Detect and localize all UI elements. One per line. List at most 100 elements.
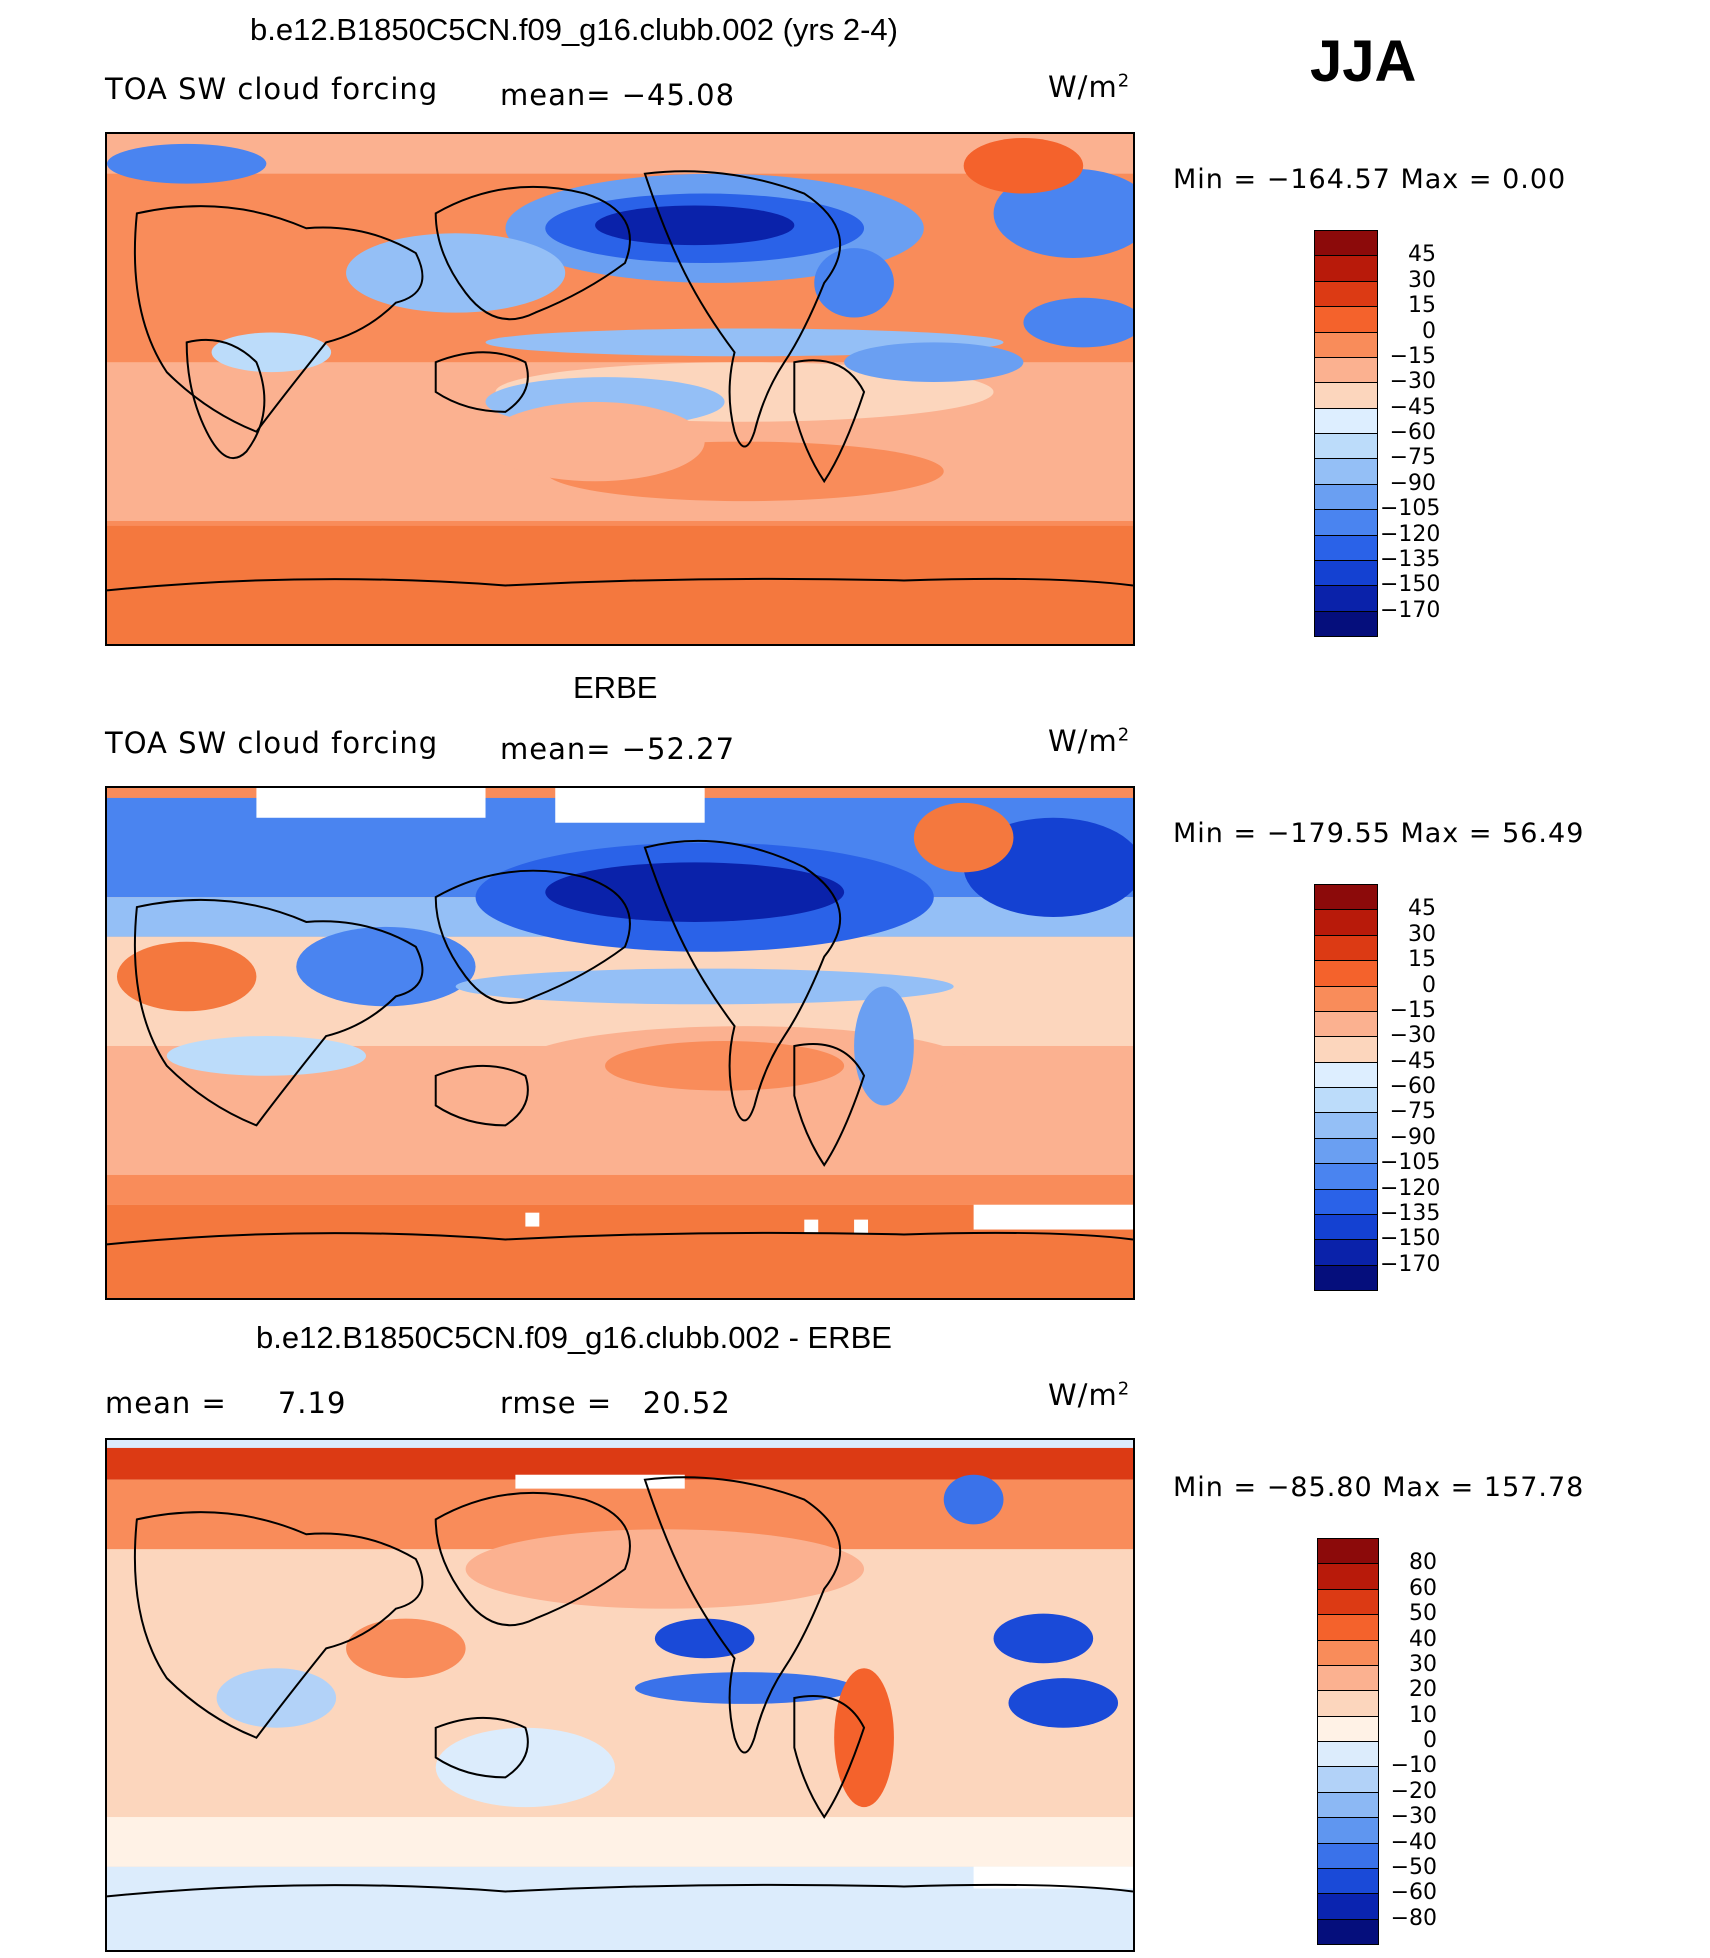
colorbar-tick-label: −135 <box>1380 546 1441 572</box>
colorbar-tick-label: −75 <box>1389 1099 1436 1125</box>
colorbar-tick-label: −105 <box>1380 496 1441 522</box>
colorbar-segment <box>1314 306 1378 333</box>
colorbar-tick-label: −90 <box>1389 470 1436 496</box>
rmse-label-diff: rmse = 20.52 <box>500 1386 731 1420</box>
panel-title-diff: b.e12.B1850C5CN.f09_g16.clubb.002 - ERBE <box>256 1320 892 1355</box>
colorbar-tick-label: −60 <box>1389 420 1436 445</box>
colorbar-segment <box>1314 960 1378 987</box>
colorbar-tick-label: −80 <box>1390 1905 1437 1931</box>
colorbar-segment <box>1314 1010 1378 1037</box>
colorbar-segment <box>1317 1690 1379 1717</box>
colorbar-tick-label: 0 <box>1422 318 1436 344</box>
colorbar-segment <box>1317 1741 1379 1767</box>
colorbar-tick-label: −135 <box>1380 1200 1441 1226</box>
max-value-diff: 157.78 <box>1483 1472 1585 1503</box>
colorbar-tick-label: 0 <box>1423 1728 1437 1753</box>
colorbar-segment <box>1317 1639 1379 1666</box>
colorbar-tick-label: −60 <box>1390 1880 1437 1906</box>
left-label-model: TOA SW cloud forcing <box>105 72 439 106</box>
units-text: W/m <box>1048 1378 1118 1412</box>
colorbar-tick-label: 30 <box>1408 267 1436 293</box>
colorbar-segment <box>1314 985 1378 1012</box>
min-label-obs: Min <box>1173 818 1224 849</box>
left-label-obs: TOA SW cloud forcing <box>105 726 439 760</box>
map-model-svg <box>107 134 1133 644</box>
eq-sign: = <box>1468 164 1503 195</box>
colorbar-tick-label: −15 <box>1389 997 1436 1023</box>
map-diff-svg <box>107 1440 1133 1950</box>
units-power: 2 <box>1117 724 1131 746</box>
colorbar-tick-label: −170 <box>1380 597 1441 623</box>
colorbar-segment <box>1314 585 1378 612</box>
colorbar-segment <box>1317 1918 1379 1945</box>
eq-sign: = <box>1468 818 1503 849</box>
colorbar-segment <box>1314 610 1378 637</box>
map-obs <box>105 786 1135 1300</box>
colorbar-tick-label: −45 <box>1389 1048 1436 1074</box>
colorbar-segment <box>1314 1112 1378 1139</box>
max-value-model: 0.00 <box>1502 164 1567 195</box>
eq-sign: = <box>1233 164 1267 195</box>
colorbar-tick-label: 30 <box>1408 921 1436 947</box>
colorbar-segment <box>1314 255 1378 282</box>
colorbar-segment <box>1317 1563 1379 1590</box>
colorbar-tick-label: −20 <box>1390 1778 1437 1804</box>
colorbar-segment <box>1314 1087 1378 1113</box>
colorbar-segment <box>1317 1538 1379 1564</box>
colorbar-segment <box>1314 1137 1378 1164</box>
colorbar-segment <box>1314 1036 1378 1063</box>
min-value-diff: −85.80 <box>1266 1472 1373 1503</box>
colorbar-segment <box>1317 1867 1379 1894</box>
colorbar-segment <box>1317 1588 1379 1615</box>
units-label-obs: W/m2 <box>1048 724 1130 758</box>
colorbar-tick-label: 60 <box>1409 1575 1437 1601</box>
minmax-model: Min = −164.57 Max = 0.00 <box>1173 164 1566 195</box>
colorbar-segment <box>1314 331 1378 358</box>
colorbar-obs: 45 30 15 0 −15 −30 −45 −60 −75 −90 −105 −120 −135 −15… <box>1314 884 1440 1291</box>
colorbar-tick-label: −60 <box>1389 1074 1436 1099</box>
max-label-obs: Max <box>1400 818 1460 849</box>
colorbar-segment <box>1314 483 1378 510</box>
min-value-obs: −179.55 <box>1266 818 1391 849</box>
colorbar-segment <box>1317 1766 1379 1793</box>
panel-title-obs: ERBE <box>573 670 658 705</box>
colorbar-tick-label: −45 <box>1389 394 1436 420</box>
colorbar-tick-label: 15 <box>1408 293 1436 319</box>
colorbar-tick-label: −30 <box>1390 1804 1437 1830</box>
colorbar-tick-label: 30 <box>1409 1651 1437 1677</box>
colorbar-segment <box>1314 230 1378 256</box>
colorbar-tick-label: −150 <box>1380 572 1441 598</box>
colorbar-tick-label: 80 <box>1409 1550 1437 1576</box>
map-model <box>105 132 1135 646</box>
colorbar-segment <box>1314 458 1378 485</box>
colorbar-segment <box>1314 534 1378 561</box>
mean-label-model: mean= −45.08 <box>500 78 736 112</box>
colorbar-tick-label: −150 <box>1380 1226 1441 1252</box>
colorbar-segment <box>1314 1188 1378 1215</box>
colorbar-tick-label: −170 <box>1380 1251 1441 1277</box>
units-text: W/m <box>1048 70 1118 104</box>
colorbar-tick-label: −120 <box>1380 521 1441 547</box>
max-value-obs: 56.49 <box>1502 818 1585 849</box>
colorbar-segment <box>1314 356 1378 383</box>
colorbar-segment <box>1314 509 1378 536</box>
eq-sign: = <box>1233 1472 1267 1503</box>
max-label-model: Max <box>1400 164 1460 195</box>
units-label-model: W/m2 <box>1048 70 1130 104</box>
units-label-diff: W/m2 <box>1048 1378 1130 1412</box>
colorbar-segment <box>1314 1264 1378 1291</box>
colorbar-segment <box>1317 1614 1379 1641</box>
colorbar-tick-label: −30 <box>1389 1023 1436 1049</box>
colorbar-segment <box>1314 1163 1378 1190</box>
colorbar-segment <box>1314 1213 1378 1240</box>
units-power: 2 <box>1117 1378 1131 1400</box>
units-power: 2 <box>1117 70 1131 92</box>
colorbar-segment <box>1317 1664 1379 1691</box>
minmax-diff: Min = −85.80 Max = 157.78 <box>1173 1472 1584 1503</box>
map-diff <box>105 1438 1135 1952</box>
colorbar-segment <box>1314 433 1378 459</box>
colorbar-segment <box>1314 280 1378 307</box>
colorbar-tick-label: 15 <box>1408 947 1436 973</box>
colorbar-segment <box>1317 1715 1379 1742</box>
colorbar-segment <box>1314 884 1378 910</box>
